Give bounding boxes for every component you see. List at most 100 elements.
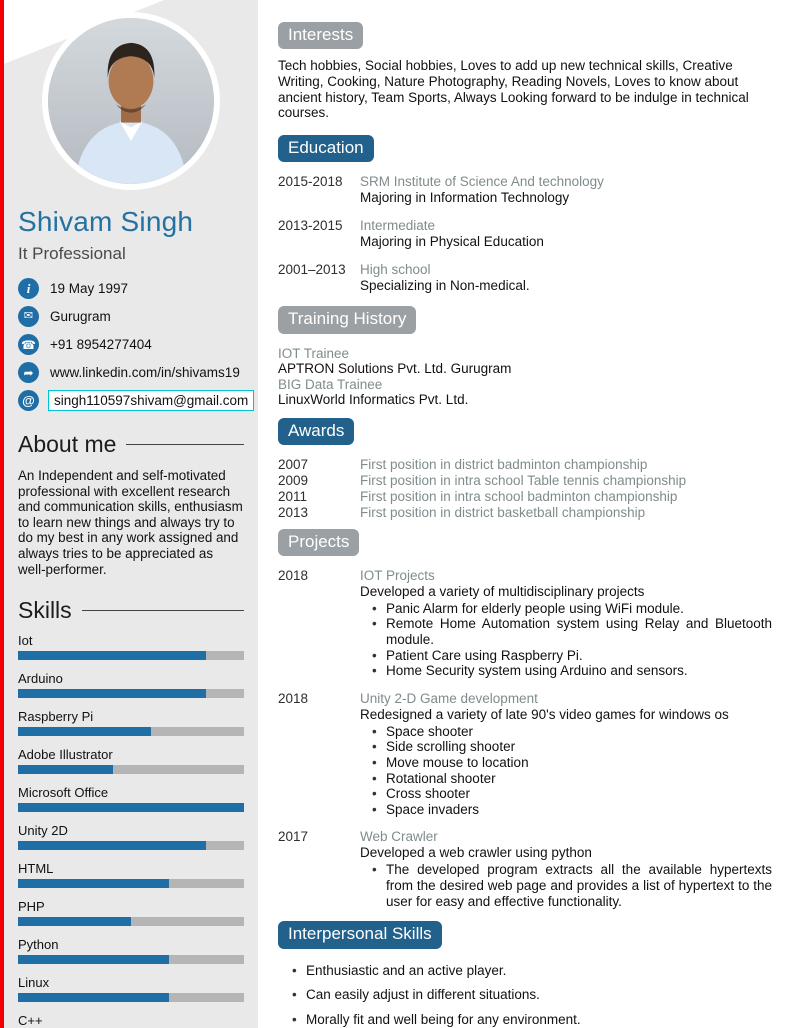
project-title: Unity 2-D Game development — [360, 690, 538, 706]
bullet-icon: • — [372, 770, 377, 786]
skill-item: Iot — [18, 633, 244, 661]
award-row: 2011 First position in intra school badm… — [278, 489, 772, 505]
project-bullet: • The developed program extracts all the … — [372, 862, 772, 909]
award-text: First position in intra school Table ten… — [360, 473, 687, 489]
skill-bar-track — [18, 689, 244, 699]
bullet-text: Panic Alarm for elderly people using WiF… — [386, 600, 684, 616]
education-rows: 2015-2018 SRM Institute of Science And t… — [278, 174, 772, 294]
interpersonal-item: • Morally fit and well being for any envi… — [292, 1012, 772, 1028]
skill-bar-track — [18, 993, 244, 1003]
skill-bar-track — [18, 803, 244, 813]
project-entry: 2018 Unity 2-D Game development Redesign… — [278, 691, 772, 818]
awards-rows: 2007 First position in district badminto… — [278, 457, 772, 520]
contact-item-location: ✉ Gurugram — [18, 306, 244, 327]
contact-item-linkedin[interactable]: ➦ www.linkedin.com/in/shivams19 — [18, 362, 244, 383]
bullet-icon: • — [292, 1011, 297, 1027]
linkedin-link[interactable]: www.linkedin.com/in/shivams19 — [50, 365, 240, 380]
project-bullet: • Remote Home Automation system using Rel… — [372, 616, 772, 647]
skill-bar-fill — [18, 879, 170, 889]
email-link[interactable]: singh110597shivam@gmail.com — [48, 390, 255, 411]
skill-bar-track — [18, 879, 244, 889]
skill-bar-fill — [18, 689, 206, 699]
skill-label: Adobe Illustrator — [18, 747, 113, 763]
skill-bar-fill — [18, 765, 113, 775]
person-title: It Professional — [18, 244, 126, 263]
project-bullet: • Patient Care using Raspberry Pi. — [372, 648, 772, 664]
project-bullets: • Panic Alarm for elderly people using Wi… — [360, 601, 772, 679]
education-section-badge: Education — [278, 134, 374, 163]
award-text: First position in intra school badminton… — [360, 488, 678, 504]
skill-bar-fill — [18, 993, 170, 1003]
project-bullet: • Side scrolling shooter — [372, 739, 772, 755]
award-row: 2007 First position in district badminto… — [278, 457, 772, 473]
interpersonal-text: Can easily adjust in different situation… — [306, 987, 540, 1003]
skills-heading: Skills — [18, 597, 244, 624]
interpersonal-item: • Enthusiastic and an active player. — [292, 963, 772, 979]
skill-label: Python — [18, 937, 59, 953]
projects-section-badge: Projects — [278, 528, 360, 556]
bullet-text: The developed program extracts all the a… — [386, 862, 772, 909]
skill-bar-fill — [18, 917, 131, 927]
person-name: Shivam Singh — [18, 206, 194, 237]
education-detail: Specializing in Non-medical. — [360, 278, 530, 294]
project-bullet: • Space shooter — [372, 724, 772, 740]
skill-label: PHP — [18, 899, 45, 915]
main-content: Interests Tech hobbies, Social hobbies, … — [258, 0, 794, 1028]
sidebar: Shivam Singh It Professional i 19 May 19… — [4, 0, 258, 1028]
contact-item-email[interactable]: @ singh110597shivam@gmail.com — [18, 390, 255, 411]
skill-label: Microsoft Office — [18, 785, 109, 801]
bullet-icon: • — [372, 723, 377, 739]
link-icon: ➦ — [18, 362, 39, 383]
skill-label: Unity 2D — [18, 823, 68, 839]
award-year: 2009 — [278, 473, 309, 489]
award-text: First position in district basketball ch… — [360, 504, 646, 520]
education-detail: Majoring in Physical Education — [360, 234, 544, 250]
award-row: 2013 First position in district basketba… — [278, 505, 772, 521]
skill-bar-fill — [18, 651, 206, 661]
about-text: An Independent and self-motivated profes… — [18, 468, 243, 577]
bullet-icon: • — [372, 600, 377, 616]
at-icon: @ — [18, 390, 39, 411]
interpersonal-list: • Enthusiastic and an active player. • Can… — [278, 963, 772, 1028]
education-years: 2013-2015 — [278, 218, 343, 234]
project-bullet: • Cross shooter — [372, 786, 772, 802]
skill-label: C++ — [18, 1013, 43, 1028]
skill-item: Microsoft Office — [18, 785, 244, 813]
skill-bar-fill — [18, 803, 244, 813]
skill-bar-fill — [18, 727, 152, 737]
bullet-text: Side scrolling shooter — [386, 739, 516, 755]
bullet-icon: • — [372, 647, 377, 663]
info-icon: i — [18, 278, 39, 299]
bullet-icon: • — [372, 801, 377, 817]
project-entries: 2018 IOT Projects Developed a variety of… — [278, 568, 772, 909]
project-bullet: • Space invaders — [372, 802, 772, 818]
section-projects: Projects 2018 IOT Projects Developed a v… — [278, 528, 772, 910]
training-section-badge: Training History — [278, 306, 417, 334]
education-school: Intermediate — [360, 218, 436, 234]
skill-item: HTML — [18, 861, 244, 889]
training-org: APTRON Solutions Pvt. Ltd. Gurugram — [278, 361, 512, 377]
project-desc: Developed a variety of multidisciplinary… — [360, 583, 645, 599]
interpersonal-section-badge: Interpersonal Skills — [278, 921, 442, 949]
project-bullets: • The developed program extracts all the … — [360, 862, 772, 909]
profile-photo-placeholder — [48, 18, 214, 184]
phone-text: +91 8954277404 — [50, 337, 152, 352]
contact-list: i 19 May 1997 ✉ Gurugram ☎ +91 895427740… — [18, 278, 255, 411]
skill-label: Arduino — [18, 671, 63, 687]
award-year: 2007 — [278, 457, 309, 473]
project-year: 2017 — [278, 829, 309, 845]
heading-rule — [126, 444, 244, 445]
section-awards: Awards 2007 First position in district b… — [278, 417, 772, 521]
bullet-icon: • — [372, 786, 377, 802]
contact-item-phone: ☎ +91 8954277404 — [18, 334, 244, 355]
skill-item: Arduino — [18, 671, 244, 699]
project-bullets: • Space shooter • Side scrolling shooter •… — [360, 724, 772, 818]
project-desc: Developed a web crawler using python — [360, 845, 592, 861]
skill-label: Iot — [18, 633, 33, 649]
location-text: Gurugram — [50, 309, 111, 324]
education-years: 2015-2018 — [278, 174, 343, 190]
training-org: LinuxWorld Informatics Pvt. Ltd. — [278, 392, 469, 408]
interpersonal-text: Enthusiastic and an active player. — [306, 962, 507, 978]
project-year: 2018 — [278, 567, 309, 583]
education-detail: Majoring in Information Technology — [360, 190, 570, 206]
